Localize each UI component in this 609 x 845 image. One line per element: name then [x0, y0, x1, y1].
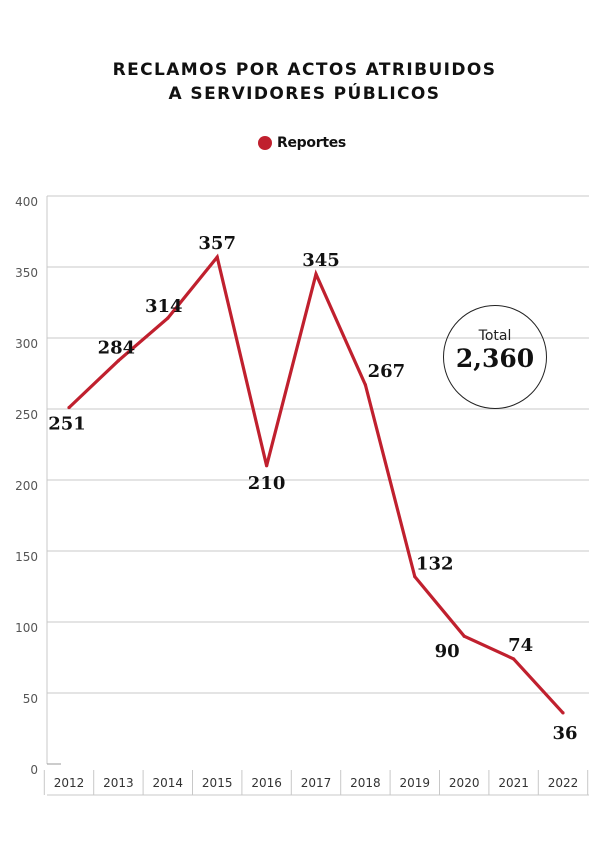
chart-title-line-1: RECLAMOS POR ACTOS ATRIBUIDOS: [112, 60, 497, 80]
data-point-2018: [363, 383, 367, 387]
data-point-2019: [413, 574, 417, 579]
data-label-2021: 74: [508, 635, 533, 656]
y-tick-label-50: 50: [23, 692, 38, 706]
data-point-2022: [561, 711, 565, 715]
total-value: 2,360: [455, 344, 535, 373]
data-label-2016: 210: [248, 473, 286, 494]
y-tick-label-400: 400: [15, 195, 38, 209]
data-point-2015: [215, 255, 219, 259]
y-tick-label-250: 250: [15, 408, 38, 422]
y-tick-label-100: 100: [15, 621, 38, 635]
y-tick-label-150: 150: [15, 550, 38, 564]
y-tick-label-0: 0: [30, 763, 38, 777]
data-point-2014: [166, 316, 170, 320]
chart-title: RECLAMOS POR ACTOS ATRIBUIDOS A SERVIDOR…: [0, 58, 609, 106]
x-tick-label-2015: 2015: [202, 776, 233, 790]
data-label-2019: 132: [416, 554, 454, 575]
data-label-2013: 284: [98, 338, 136, 359]
data-point-2013: [116, 359, 120, 363]
x-tick-label-2018: 2018: [350, 776, 381, 790]
legend: Reportes: [258, 133, 346, 153]
x-tick-label-2012: 2012: [54, 776, 85, 790]
chart-title-line-2: A SERVIDORES PÚBLICOS: [168, 84, 441, 104]
x-tick-label-2016: 2016: [251, 776, 282, 790]
y-tick-label-300: 300: [15, 337, 38, 351]
data-label-2018: 267: [368, 361, 406, 382]
data-point-2021: [511, 657, 516, 661]
data-point-2012: [67, 405, 71, 410]
data-point-2016: [265, 464, 269, 468]
data-label-2014: 314: [145, 296, 183, 317]
y-tick-label-200: 200: [15, 479, 38, 493]
legend-marker: [258, 136, 272, 150]
data-label-2015: 357: [198, 233, 236, 254]
x-tick-label-2013: 2013: [103, 776, 134, 790]
data-point-2020: [462, 634, 466, 638]
x-tick-label-2022: 2022: [548, 776, 579, 790]
x-tick-label-2020: 2020: [449, 776, 480, 790]
y-tick-label-350: 350: [15, 266, 38, 280]
data-label-2017: 345: [302, 250, 340, 271]
x-tick-label-2017: 2017: [301, 776, 332, 790]
total-badge: Total 2,360: [443, 305, 547, 409]
x-tick-label-2019: 2019: [400, 776, 431, 790]
data-label-2020: 90: [435, 641, 460, 662]
x-tick-label-2014: 2014: [153, 776, 184, 790]
x-tick-label-2021: 2021: [498, 776, 529, 790]
legend-label: Reportes: [277, 135, 346, 151]
data-point-2017: [314, 272, 318, 276]
data-label-2012: 251: [48, 414, 86, 435]
data-label-2022: 36: [552, 723, 577, 744]
total-label: Total: [478, 328, 512, 344]
